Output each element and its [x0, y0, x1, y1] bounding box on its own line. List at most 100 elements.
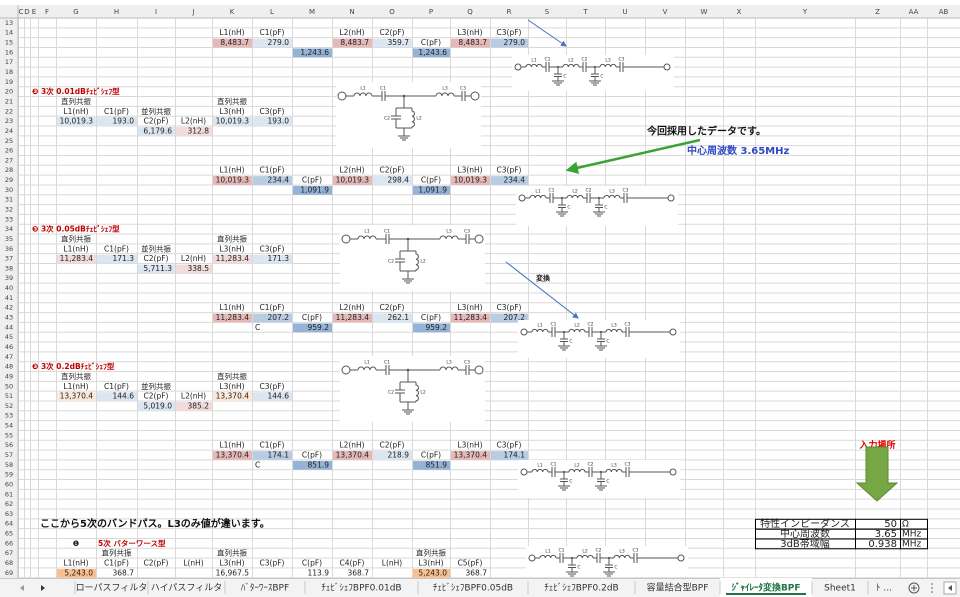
- cell-border: [900, 538, 928, 550]
- cell-text: 3.65: [875, 529, 897, 540]
- terminal: [470, 91, 480, 101]
- row-header: 20: [5, 88, 13, 96]
- cell-text: MHz: [902, 539, 922, 549]
- terminal: [474, 234, 484, 244]
- cell-text: C(pF): [421, 450, 441, 459]
- terminal: [677, 554, 685, 562]
- row-header: 25: [5, 137, 13, 145]
- schematic: L1 C1 C2 L2 L3 C3: [340, 356, 485, 422]
- row-header: 48: [5, 363, 13, 371]
- cell-text: L1(nH): [63, 382, 88, 391]
- schematic-label: L2: [420, 259, 426, 265]
- schematic-label: L2: [568, 58, 574, 64]
- schematic-label: C2: [388, 259, 394, 265]
- schematic-label: L1: [364, 360, 370, 366]
- cell-text: 直列共振: [61, 96, 91, 106]
- tab[interactable]: Sheet1: [824, 584, 856, 594]
- cell-text: L3(nH): [219, 559, 244, 568]
- schematic-label: C1: [544, 57, 550, 63]
- cell-text: 234.4: [268, 176, 290, 185]
- schematic-label: L3: [446, 360, 452, 366]
- inductor: [435, 92, 455, 97]
- tab[interactable]: ローパスフィルタ: [76, 583, 148, 594]
- cell-text: 174.1: [268, 450, 290, 459]
- cell-text: 144.6: [268, 392, 290, 401]
- cell-text: Ω: [902, 520, 909, 530]
- cell-text: 10,019.3: [60, 117, 94, 126]
- schematic-label: C1: [384, 360, 390, 366]
- cell-text: 6,179.6: [143, 126, 172, 135]
- column-header: S: [545, 8, 550, 16]
- cell-text: C2(pF): [380, 28, 405, 37]
- cell-text: ❸ 3次 0.01dBﾁｪﾋﾞｼｪﾌ型: [32, 86, 120, 96]
- cell-text: C2(pF): [144, 254, 169, 263]
- cell-text: C2(pF): [380, 441, 405, 450]
- row-header: 42: [5, 304, 13, 312]
- cell-text: 直列共振: [61, 371, 91, 381]
- schematic-label: L2: [574, 323, 580, 329]
- row-header: 30: [5, 186, 13, 194]
- schematic-label: L3: [611, 323, 617, 329]
- cell-text: 11,283.4: [60, 254, 94, 263]
- cell-text: L2(nH): [181, 254, 206, 263]
- cell-text: ❸ 3次 0.05dBﾁｪﾋﾞｼｪﾌ型: [32, 224, 120, 234]
- cell-fill: [413, 460, 450, 470]
- cell-text: 171.3: [268, 254, 290, 263]
- cell-fill: [138, 264, 175, 274]
- cell-fill: [253, 451, 292, 460]
- inductor: [531, 468, 549, 473]
- schematic-label: L1: [537, 323, 543, 329]
- cell-text: C1(pF): [260, 303, 285, 312]
- cell-text: L1(nH): [63, 107, 88, 116]
- cell-text: L2(nH): [339, 166, 364, 175]
- inductor: [411, 108, 415, 128]
- column-header: X: [737, 8, 742, 16]
- tab[interactable]: ﾁｪﾋﾞｼｪﾌBPF0.01dB: [321, 583, 401, 594]
- cell-text: 298.4: [388, 176, 410, 185]
- row-header: 17: [5, 58, 13, 66]
- scroll-arrow: [948, 585, 952, 591]
- schematic-label: C: [563, 74, 566, 80]
- cell-text: ここから5次のバンドパス。L3のみ値が違います。: [40, 517, 270, 530]
- row-header: 49: [5, 372, 13, 380]
- schematic-label: L1: [360, 86, 366, 92]
- cell-text: 385.2: [188, 401, 210, 410]
- arrow: [527, 19, 567, 47]
- tab[interactable]: ﾊﾞﾀｰﾜｰｽBPF: [241, 583, 289, 594]
- cell-text: 959.2: [308, 323, 330, 332]
- terminal: [669, 468, 677, 476]
- cell-text: C: [255, 460, 260, 469]
- cell-fill: [451, 38, 490, 48]
- add-sheet[interactable]: [908, 582, 920, 594]
- column-header: L: [270, 8, 274, 16]
- column-header: Q: [467, 8, 473, 16]
- scroll-left[interactable]: [20, 585, 24, 591]
- cell-text: 直列共振: [416, 548, 446, 558]
- tab[interactable]: ﾁｪﾋﾞｼｪﾌBPF0.05dB: [433, 583, 513, 594]
- cell-fill: [373, 313, 412, 323]
- tab[interactable]: ﾄ ...: [876, 584, 892, 594]
- cell-text: 1,091.9: [418, 185, 447, 194]
- column-header: W: [701, 8, 708, 16]
- scroll-right[interactable]: [41, 585, 45, 591]
- schematic-label: C: [569, 479, 572, 485]
- row-header: 29: [5, 176, 13, 184]
- tab[interactable]: ｼﾞｬｲﾚｰﾀ変換BPF: [731, 582, 800, 594]
- schematic-label: C: [606, 339, 609, 345]
- schematic-label: C3: [632, 548, 638, 554]
- tab-active[interactable]: [720, 578, 812, 597]
- tab[interactable]: ﾁｪﾋﾞｼｪﾌBPF0.2dB: [544, 583, 618, 594]
- cell-text: 5次 バターワース型: [98, 538, 166, 548]
- cell-fill: [97, 392, 137, 401]
- tab[interactable]: 容量結合型BPF: [647, 582, 709, 594]
- schematic-label: L1: [537, 463, 543, 469]
- schematic: L1 C1 C L2 C2 C L3 C3: [526, 546, 688, 577]
- row-header: 56: [5, 441, 13, 449]
- cell-fill: [253, 254, 292, 264]
- cell-text: C1(pF): [104, 382, 129, 391]
- cell-text: 11,283.4: [336, 313, 370, 322]
- row-header: 14: [5, 29, 13, 37]
- cell-fill: [253, 392, 292, 401]
- cell-text: C4(pF): [340, 559, 365, 568]
- tab[interactable]: ハイパスフィルタ: [151, 583, 222, 594]
